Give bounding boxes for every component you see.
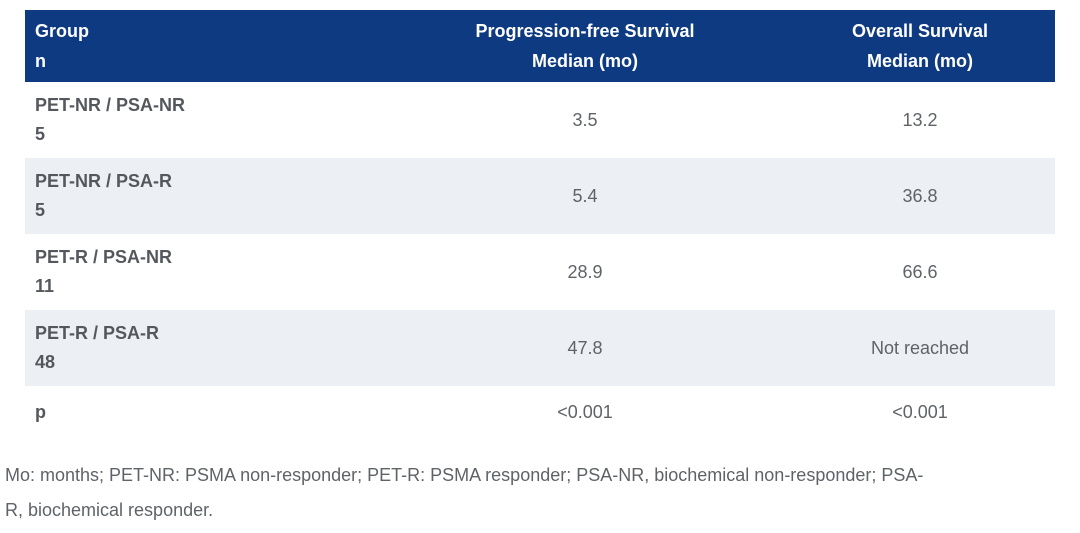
pfs-value: 3.5 xyxy=(572,109,598,130)
group-n: 5 xyxy=(35,124,46,144)
pfs-value: 47.8 xyxy=(567,337,603,358)
p-row: p <0.001 <0.001 xyxy=(25,386,1055,438)
table-header: Group n Progression-free Survival Median… xyxy=(25,10,1055,82)
header-group-line2: n xyxy=(35,51,46,71)
p-label: p xyxy=(35,401,46,422)
table-row: PET-R / PSA-NR 11 28.9 66.6 xyxy=(25,234,1055,310)
group-n: 48 xyxy=(35,352,56,372)
group-label: PET-NR / PSA-NR xyxy=(35,95,186,115)
table-row: PET-NR / PSA-NR 5 3.5 13.2 xyxy=(25,82,1055,158)
header-group-line1: Group xyxy=(35,21,89,41)
p-pfs-value: <0.001 xyxy=(557,401,613,422)
p-os-value: <0.001 xyxy=(892,401,948,422)
survival-table: Group n Progression-free Survival Median… xyxy=(25,10,1055,438)
header-os-line2: Median (mo) xyxy=(867,51,973,71)
table-body: PET-NR / PSA-NR 5 3.5 13.2 PET-NR / PSA-… xyxy=(25,82,1055,438)
header-pfs-line2: Median (mo) xyxy=(532,51,638,71)
group-label: PET-NR / PSA-R xyxy=(35,171,173,191)
os-value: 13.2 xyxy=(902,109,938,130)
group-label: PET-R / PSA-NR xyxy=(35,247,173,267)
table-row: PET-NR / PSA-R 5 5.4 36.8 xyxy=(25,158,1055,234)
pfs-value: 5.4 xyxy=(572,185,598,206)
group-n: 11 xyxy=(35,276,55,296)
os-value: Not reached xyxy=(870,337,970,358)
header-group: Group n xyxy=(25,10,385,82)
header-os: Overall Survival Median (mo) xyxy=(785,10,1055,82)
footnote: Mo: months; PET-NR: PSMA non-responder; … xyxy=(5,465,924,520)
header-os-line1: Overall Survival xyxy=(851,21,989,41)
os-value: 36.8 xyxy=(902,185,938,206)
table-row: PET-R / PSA-R 48 47.8 Not reached xyxy=(25,310,1055,386)
header-pfs-line1: Progression-free Survival xyxy=(475,21,695,41)
group-n: 5 xyxy=(35,200,46,220)
os-value: 66.6 xyxy=(902,261,938,282)
group-label: PET-R / PSA-R xyxy=(35,323,160,343)
header-pfs: Progression-free Survival Median (mo) xyxy=(385,10,785,82)
pfs-value: 28.9 xyxy=(567,261,603,282)
header-row: Group n Progression-free Survival Median… xyxy=(25,10,1055,82)
